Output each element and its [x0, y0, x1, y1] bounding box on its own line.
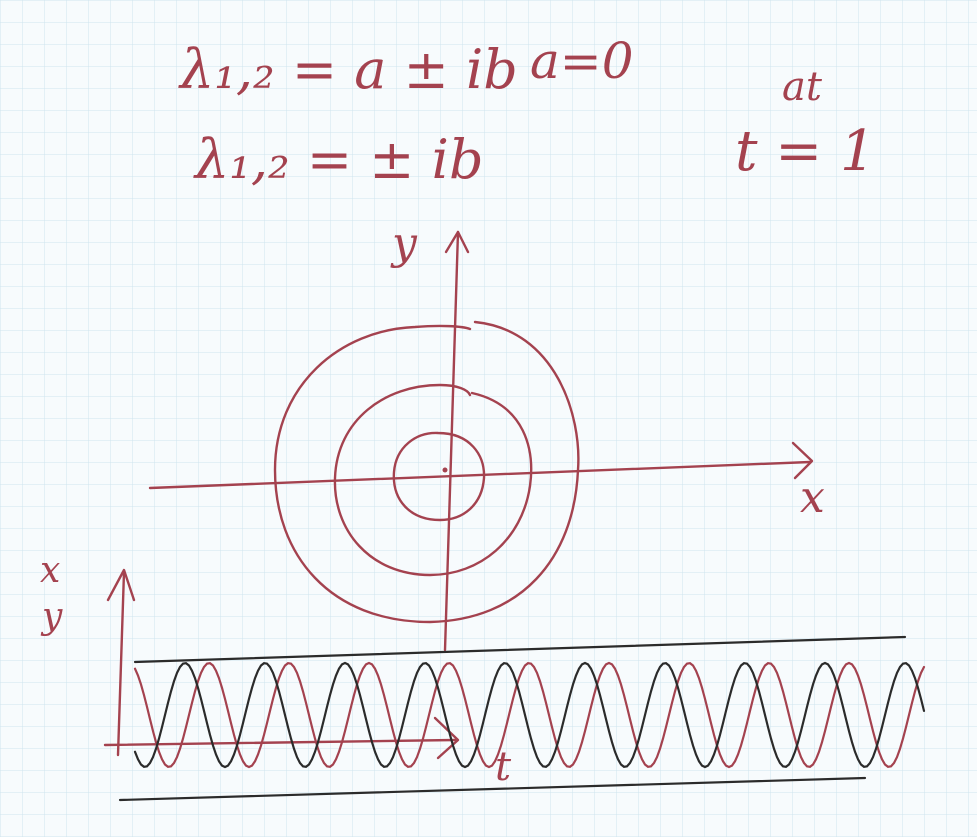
phase-x-axis — [148, 460, 812, 490]
time-vertical-axis — [116, 570, 126, 757]
time-plot: x y t — [40, 550, 926, 802]
time-vertical-arrowhead — [106, 568, 136, 602]
phase-x-arrowhead — [791, 441, 814, 480]
phase-y-axis — [443, 230, 460, 652]
condition-a-zero: a=0 — [530, 32, 634, 90]
time-equals-one: t = 1 — [735, 119, 876, 184]
time-plot-label-y: y — [40, 596, 63, 637]
exponent-label: at — [782, 64, 823, 110]
phase-plane: y x — [148, 218, 825, 652]
eigenvalue-equation-pure-imaginary: λ₁,₂ = ± ib — [193, 128, 484, 191]
time-axis-label: t — [495, 744, 512, 790]
orbit-inner — [392, 431, 486, 522]
orbit-middle — [333, 383, 533, 577]
phase-y-axis-label: y — [390, 218, 418, 269]
phase-x-axis-label: x — [800, 472, 825, 523]
series-x-curve — [133, 661, 926, 769]
orbit-outer — [273, 320, 580, 624]
series-y-curve — [133, 661, 926, 769]
time-plot-label-x: x — [40, 550, 60, 591]
amplitude-lower-envelope — [118, 776, 867, 802]
equilibrium-point — [442, 467, 448, 473]
amplitude-upper-envelope — [133, 635, 907, 664]
eigenvalue-equation: λ₁,₂ = a ± ib — [178, 38, 518, 101]
phase-y-arrowhead — [444, 230, 470, 254]
time-horizontal-arrowhead — [433, 716, 460, 760]
